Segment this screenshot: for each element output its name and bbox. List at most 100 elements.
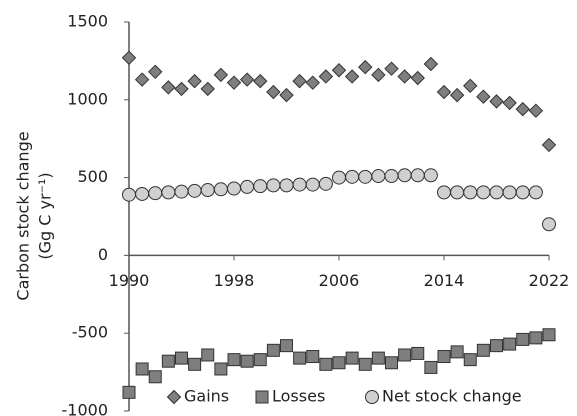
diamond-marker [121, 50, 137, 65]
diamond-marker [305, 75, 320, 90]
x-tick-label: 1990 [109, 271, 150, 290]
circle-marker [345, 169, 360, 184]
diamond-marker [253, 73, 268, 89]
square-marker [542, 328, 556, 342]
square-marker [503, 337, 517, 351]
y-tick-label: -500 [72, 323, 108, 342]
square-marker [345, 351, 359, 365]
x-tick-label: 2006 [319, 271, 360, 290]
circle-marker [528, 185, 543, 200]
circle-marker [148, 186, 163, 201]
circle-marker [227, 181, 241, 196]
circle-marker [135, 186, 150, 201]
circle-marker [332, 170, 346, 185]
square-marker [161, 354, 175, 368]
square-marker [358, 357, 372, 371]
diamond-marker [489, 94, 504, 109]
circle-marker [371, 169, 386, 184]
y-tick-label: 1500 [67, 12, 108, 31]
diamond-marker [528, 103, 544, 118]
square-marker [175, 351, 188, 365]
square-marker [476, 343, 490, 357]
square-marker [253, 353, 267, 367]
circle-marker [161, 185, 176, 200]
circle-marker [365, 390, 379, 404]
circle-marker [397, 168, 412, 183]
square-marker [450, 345, 464, 359]
circle-marker [423, 168, 438, 183]
square-marker [148, 370, 162, 384]
legend-label: Net stock change [382, 387, 522, 406]
square-marker [319, 357, 333, 371]
circle-marker [476, 185, 491, 200]
diamond-marker [213, 67, 229, 83]
y-axis-label: Carbon stock change [14, 131, 33, 300]
diamond-marker [436, 84, 452, 100]
circle-marker [358, 169, 373, 184]
square-marker [227, 353, 241, 367]
circle-marker [174, 184, 189, 199]
square-marker [240, 354, 254, 368]
diamond-marker [423, 56, 439, 72]
square-marker [122, 385, 136, 399]
y-tick-label: 1000 [67, 89, 108, 108]
diamond-marker [292, 73, 307, 89]
diamond-marker [266, 84, 281, 100]
square-marker [280, 339, 293, 353]
square-marker [371, 351, 385, 365]
square-marker [398, 348, 412, 362]
y-tick-label: 0 [98, 245, 108, 264]
diamond-marker [397, 69, 412, 84]
diamond-marker [358, 59, 373, 75]
diamond-marker [515, 101, 530, 117]
diamond-marker [318, 69, 334, 84]
square-marker [411, 346, 425, 360]
diamond-marker [463, 78, 478, 94]
circle-marker [292, 177, 307, 192]
square-marker [255, 390, 269, 404]
circle-marker [410, 168, 425, 183]
diamond-marker [200, 81, 215, 97]
square-marker [214, 362, 228, 376]
diamond-marker [371, 67, 386, 83]
circle-marker [318, 176, 333, 191]
circle-marker [187, 183, 202, 198]
circle-marker [489, 185, 504, 200]
square-marker [332, 356, 346, 370]
legend-label: Losses [272, 387, 325, 406]
diamond-marker [344, 69, 360, 84]
x-tick-label: 1998 [214, 271, 255, 290]
circle-marker [450, 185, 465, 200]
circle-marker [213, 182, 228, 197]
circle-marker [502, 185, 517, 200]
square-marker [306, 350, 320, 364]
diamond-marker [410, 70, 425, 86]
diamond-marker [166, 389, 182, 405]
x-tick-label: 2022 [529, 271, 570, 290]
y-tick-label: -1000 [62, 401, 109, 416]
square-marker [135, 362, 149, 376]
square-marker [266, 343, 280, 357]
square-marker [437, 350, 451, 364]
x-tick-label: 2014 [424, 271, 465, 290]
circle-marker [253, 179, 268, 194]
diamond-marker [384, 61, 399, 76]
diamond-marker [239, 72, 255, 87]
diamond-marker [449, 87, 465, 103]
y-tick-label: 500 [77, 167, 108, 186]
diamond-marker [331, 63, 347, 78]
circle-marker [240, 179, 255, 194]
diamond-marker [502, 95, 517, 111]
diamond-marker [174, 81, 189, 97]
square-marker [424, 360, 438, 374]
square-marker [463, 353, 477, 367]
circle-marker [384, 169, 399, 184]
circle-marker [515, 185, 530, 200]
circle-marker [200, 183, 215, 198]
circle-marker [463, 185, 478, 200]
diamond-marker [134, 72, 150, 87]
diamond-marker [161, 80, 176, 95]
circle-marker [266, 178, 281, 193]
circle-marker [279, 178, 294, 193]
